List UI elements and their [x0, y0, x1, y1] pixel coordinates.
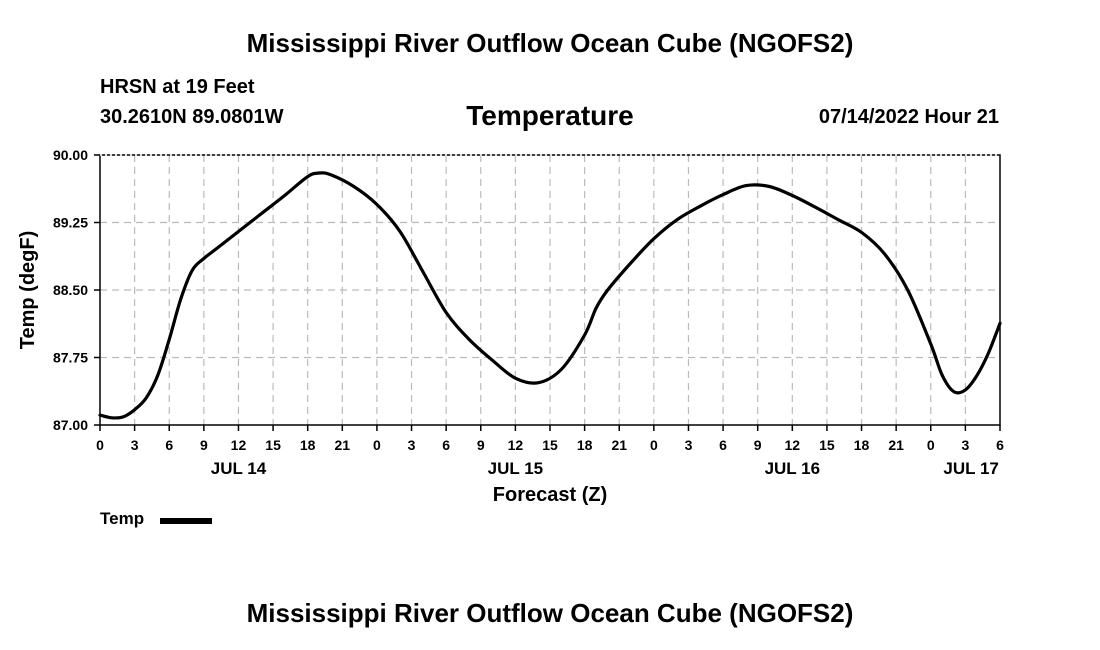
x-tick-label: 0 [373, 437, 381, 453]
x-tick-label: 0 [927, 437, 935, 453]
y-tick-label: 87.00 [53, 417, 88, 433]
x-tick-label: 9 [477, 437, 485, 453]
series-line-temp [98, 171, 1002, 420]
x-tick-label: 3 [131, 437, 139, 453]
footer-title: Mississippi River Outflow Ocean Cube (NG… [246, 598, 854, 628]
x-tick-label: 6 [719, 437, 727, 453]
x-tick-label: 18 [577, 437, 593, 453]
coordinates-label: 30.2610N 89.0801W [100, 106, 284, 128]
x-tick-label: 6 [442, 437, 450, 453]
x-axis-label: Forecast (Z) [493, 484, 607, 506]
x-tick-label: 18 [854, 437, 870, 453]
x-tick-label: 15 [819, 437, 835, 453]
y-axis-label: Temp (degF) [17, 231, 39, 350]
x-tick-label: 3 [685, 437, 693, 453]
y-tick-label: 90.00 [53, 147, 88, 163]
x-tick-label: 0 [96, 437, 104, 453]
x-tick-label: 21 [611, 437, 627, 453]
day-label: JUL 14 [211, 459, 267, 478]
chart-subtitle: Temperature [466, 100, 634, 131]
datetime-label: 07/14/2022 Hour 21 [818, 106, 999, 128]
x-tick-label: 18 [300, 437, 316, 453]
day-label: JUL 17 [943, 459, 998, 478]
x-tick-label: 9 [754, 437, 762, 453]
day-label: JUL 15 [488, 459, 543, 478]
day-label: JUL 16 [765, 459, 820, 478]
y-tick-label: 89.25 [53, 215, 88, 231]
x-tick-label: 3 [961, 437, 969, 453]
legend-line-swatch [160, 518, 212, 524]
station-label: HRSN at 19 Feet [100, 76, 255, 98]
x-tick-label: 21 [335, 437, 351, 453]
y-tick-label: 87.75 [53, 350, 88, 366]
x-tick-label: 21 [888, 437, 904, 453]
x-tick-label: 0 [650, 437, 658, 453]
x-tick-label: 12 [231, 437, 247, 453]
y-tick-label: 88.50 [53, 282, 88, 298]
x-tick-label: 6 [165, 437, 173, 453]
x-tick-label: 3 [408, 437, 416, 453]
x-tick-label: 15 [265, 437, 281, 453]
chart-title: Mississippi River Outflow Ocean Cube (NG… [246, 28, 854, 58]
x-tick-label: 9 [200, 437, 208, 453]
x-tick-label: 6 [996, 437, 1004, 453]
x-tick-label: 12 [785, 437, 801, 453]
legend-label: Temp [100, 509, 145, 528]
x-tick-label: 12 [508, 437, 524, 453]
x-tick-label: 15 [542, 437, 558, 453]
